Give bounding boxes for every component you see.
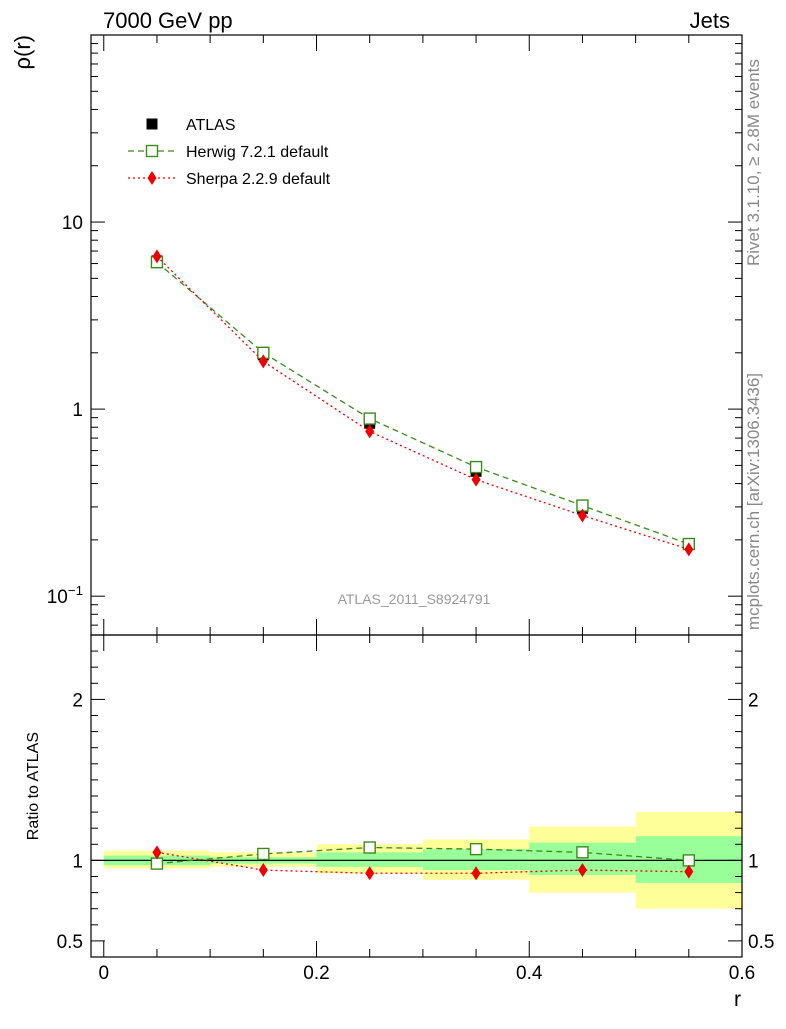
ratio-y-tick-label-right-2: 0.5 [748,932,774,953]
top-y-tick-label-1: 1 [72,400,83,421]
x-axis-label: r [734,988,741,1011]
top-series-point-2-3 [471,472,481,487]
ratio-series-point-0-5 [682,854,696,867]
legend-marker-1 [145,144,159,158]
top-series-point-2-5 [684,542,694,557]
top-series-line-2 [156,255,690,550]
mcplots-label: mcplots.cern.ch [arXiv:1306.3436] [744,372,763,630]
x-tick-label-0: 0 [98,963,109,984]
ratio-series-point-1-0 [152,845,162,860]
ratio-series-point-0-2 [363,841,376,854]
legend-label-2: Sherpa 2.2.9 default [186,171,331,188]
data-series [150,249,696,881]
x-tick-label-1: 0.2 [303,963,329,984]
ratio-series-point-1-2 [365,866,375,881]
axis-ticks: 10 1 10−1 2 2 1 1 0.5 0.5 0 0.2 0.4 0.6 [47,34,774,984]
legend-label-1: Herwig 7.2.1 default [186,144,329,161]
ratio-series-point-0-1 [257,847,270,861]
x-tick-label-3: 0.6 [729,963,755,984]
ratio-y-tick-label-right-0: 2 [748,690,759,711]
ratio-y-axis-label: Ratio to ATLAS [25,732,42,840]
top-series-point-1-3 [469,460,483,474]
ratio-plot-frame [90,634,743,958]
ratio-series-point-1-5 [684,864,694,879]
top-y-tick-label-2: 10−1 [47,583,83,608]
top-y-tick-label-0: 10 [62,213,83,234]
legend-marker-2 [147,171,157,185]
ratio-series-point-0-4 [576,846,589,859]
top-series-point-2-2 [365,424,375,439]
top-series-point-2-0 [152,249,162,264]
ratio-y-tick-label-left-2: 0.5 [57,932,83,953]
ratio-y-tick-label-left-1: 1 [72,851,83,872]
ratio-y-tick-label-right-1: 1 [748,851,759,872]
rivet-label: Rivet 3.1.10, ≥ 2.8M events [744,59,763,266]
ratio-series-point-0-0 [150,857,164,870]
legend-marker-0 [146,118,158,130]
ratio-series-point-1-1 [258,863,268,878]
x-tick-label-2: 0.4 [516,963,543,984]
ratio-series-line-0 [156,846,689,865]
top-series-point-1-2 [363,412,376,425]
analysis-label: ATLAS_2011_S8924791 [338,591,491,607]
ratio-y-tick-label-left-0: 2 [72,690,83,711]
ratio-series-point-1-4 [577,863,587,878]
top-series-point-2-4 [577,508,587,523]
header-right: Jets [690,8,730,33]
legend-label-0: ATLAS [186,117,236,134]
legend: ATLAS Herwig 7.2.1 default Sherpa 2.2.9 de… [128,117,331,188]
top-series-line-1 [156,261,690,545]
header-left: 7000 GeV pp [103,8,233,33]
stat-band-3 [422,849,530,871]
stat-band-2 [316,852,423,867]
ratio-series-point-1-3 [471,866,481,881]
ratio-series-point-0-3 [469,842,483,856]
top-y-axis-label: ρ(r) [10,35,35,70]
top-series-point-2-1 [258,354,268,369]
